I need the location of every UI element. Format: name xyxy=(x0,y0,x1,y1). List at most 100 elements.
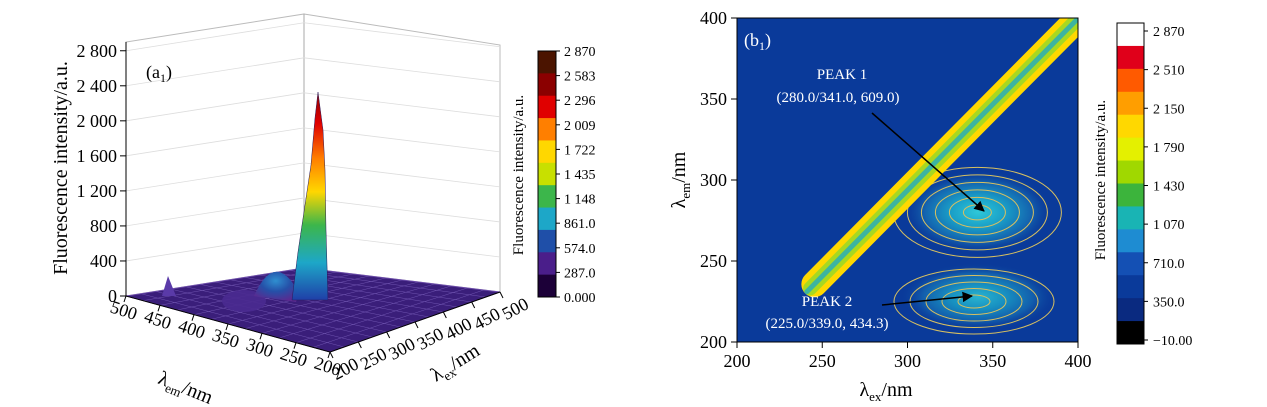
peak1-name: PEAK 1 xyxy=(817,67,867,83)
colorbar-b-segment xyxy=(1117,160,1144,184)
em-tick-label: 300 xyxy=(244,334,276,361)
z-tick-label: 1 600 xyxy=(77,146,118,166)
wall-gridline xyxy=(303,127,501,153)
back-wall-right xyxy=(303,13,501,293)
colorbar-a-tick-label: 0.000 xyxy=(564,291,596,306)
z-tick-label: 0 xyxy=(108,286,117,306)
colorbar-a-segment xyxy=(538,252,556,276)
em-tick-mark xyxy=(191,314,195,321)
colorbar-a-segment xyxy=(538,162,556,186)
colorbar-b-title: Fluorescence intensity/a.u. xyxy=(1093,100,1109,260)
wall-gridline xyxy=(303,232,501,258)
contour-line xyxy=(906,174,1048,251)
colorbar-b-tick-label: 1 430 xyxy=(1153,180,1185,195)
colorbar-a: 2 870 2 583 2 296 2 009 1 722 1 435 1 148 861.0… xyxy=(537,45,596,306)
b-x-tick-label: 250 xyxy=(809,351,836,371)
colorbar-a-tick-label: 287.0 xyxy=(564,266,596,281)
em-tick-mark xyxy=(123,295,127,303)
em-tick-mark xyxy=(259,333,263,340)
z-tick-label: 400 xyxy=(90,251,117,271)
colorbar-a-segment xyxy=(538,274,556,298)
colorbar-b-tick-label: 350.0 xyxy=(1153,295,1185,310)
colorbar-a-tick-label: 574.0 xyxy=(564,242,596,257)
colorbar-a-tick-label: 1 722 xyxy=(564,143,596,158)
back-wall-left xyxy=(125,13,305,297)
wall-gridline xyxy=(303,22,501,48)
colorbar-a-segment xyxy=(538,73,556,97)
b-x-tick-label: 200 xyxy=(724,351,751,371)
contour-line xyxy=(941,288,1007,315)
colorbar-a-segment xyxy=(538,185,556,209)
colorbar-b-segment xyxy=(1117,229,1144,253)
b-y-axis-title: λem/nm xyxy=(668,151,693,208)
em-tick-mark xyxy=(225,323,229,331)
wall-gridline xyxy=(125,92,305,122)
em-tick-mark xyxy=(327,351,331,359)
colorbar-b-segment xyxy=(1117,252,1144,276)
colorbar-a-segment xyxy=(538,229,556,253)
b-x-tick-label: 400 xyxy=(1065,351,1092,371)
z-tick-label: 800 xyxy=(90,216,117,236)
wall-gridline xyxy=(125,197,305,227)
b-y-tick-label: 400 xyxy=(700,8,727,28)
contour-line xyxy=(934,189,1020,236)
contour-line xyxy=(893,268,1055,335)
z-axis-title: Fluorescence intensity/a.u. xyxy=(50,61,72,275)
contour-line xyxy=(925,281,1023,322)
z-tick-label: 1 200 xyxy=(77,181,118,201)
colorbar-b-segment xyxy=(1117,137,1144,162)
ex-tick-label: 500 xyxy=(499,294,532,324)
colorbar-b-segment xyxy=(1117,45,1144,70)
peak2-name: PEAK 2 xyxy=(802,294,852,310)
ex-tick-mark xyxy=(329,351,334,359)
colorbar-a-tick-label: 2 870 xyxy=(564,45,596,60)
b-y-tick-label: 250 xyxy=(700,251,727,271)
b-x-tick-label: 300 xyxy=(894,351,921,371)
em-tick-mark xyxy=(157,305,161,312)
peak2-label: (225.0/339.0, 434.3) xyxy=(766,316,889,332)
colorbar-a-tick-label: 1 435 xyxy=(564,168,596,183)
panel-label-b: (b1) xyxy=(744,30,771,53)
em-tick-mark xyxy=(293,342,297,349)
b-x-axis-ticks: 200 250 300 350 400 xyxy=(724,342,1092,371)
wall-gridline xyxy=(303,92,501,118)
colorbar-a-segment xyxy=(538,140,556,164)
surface-mound-peak1 xyxy=(254,271,298,302)
colorbar-a-tick-label: 2 583 xyxy=(564,70,596,85)
colorbar-b-segment xyxy=(1117,275,1144,299)
ex-tick-mark xyxy=(414,321,419,329)
contour-line xyxy=(948,196,1006,228)
colorbar-a-title: Fluorescence intensity/a.u. xyxy=(511,95,527,255)
colorbar-a-tick-label: 2 009 xyxy=(564,119,596,134)
wall-gridline xyxy=(125,22,305,52)
wall-gridline xyxy=(303,162,501,188)
b-y-tick-label: 350 xyxy=(700,89,727,109)
colorbar-b: 2 870 2 510 2 150 1 790 1 430 1 070 710.0 350.0… xyxy=(1116,22,1192,349)
em-tick-label: 400 xyxy=(176,315,208,342)
colorbar-b-segment xyxy=(1117,206,1144,230)
z-axis-ticks: 0 400 800 1 200 1 600 2 000 2 400 2 800 xyxy=(77,41,126,306)
b-x-tick-label: 350 xyxy=(979,351,1006,371)
peak2-arrow xyxy=(881,291,974,306)
colorbar-b-tick-label: 1 790 xyxy=(1153,141,1185,156)
colorbar-a-tick-label: 1 148 xyxy=(564,193,596,208)
wall-gridline xyxy=(125,57,305,87)
b-y-tick-label: 200 xyxy=(700,332,727,352)
peak1-arrow xyxy=(871,112,985,212)
colorbar-b-segment xyxy=(1117,114,1144,139)
panel-b-heatmap: 200 250 300 350 400 200 250 300 350 400 (b1) PEA… xyxy=(668,8,1192,404)
colorbar-b-tick-label: −10.00 xyxy=(1153,334,1192,349)
z-tick-label: 2 000 xyxy=(77,111,118,131)
wall-grid xyxy=(125,22,501,297)
colorbar-b-segment xyxy=(1117,91,1144,116)
colorbar-b-tick-label: 710.0 xyxy=(1153,257,1185,272)
colorbar-a-tick-label: 861.0 xyxy=(564,217,596,232)
peak1-label: (280.0/341.0, 609.0) xyxy=(777,90,900,106)
b-x-axis-title: λex/nm xyxy=(859,379,913,404)
ex-tick-mark xyxy=(442,311,447,319)
em-tick-label: 250 xyxy=(278,343,310,370)
ex-tick-mark xyxy=(499,291,504,299)
ex-tick-mark xyxy=(357,341,362,349)
